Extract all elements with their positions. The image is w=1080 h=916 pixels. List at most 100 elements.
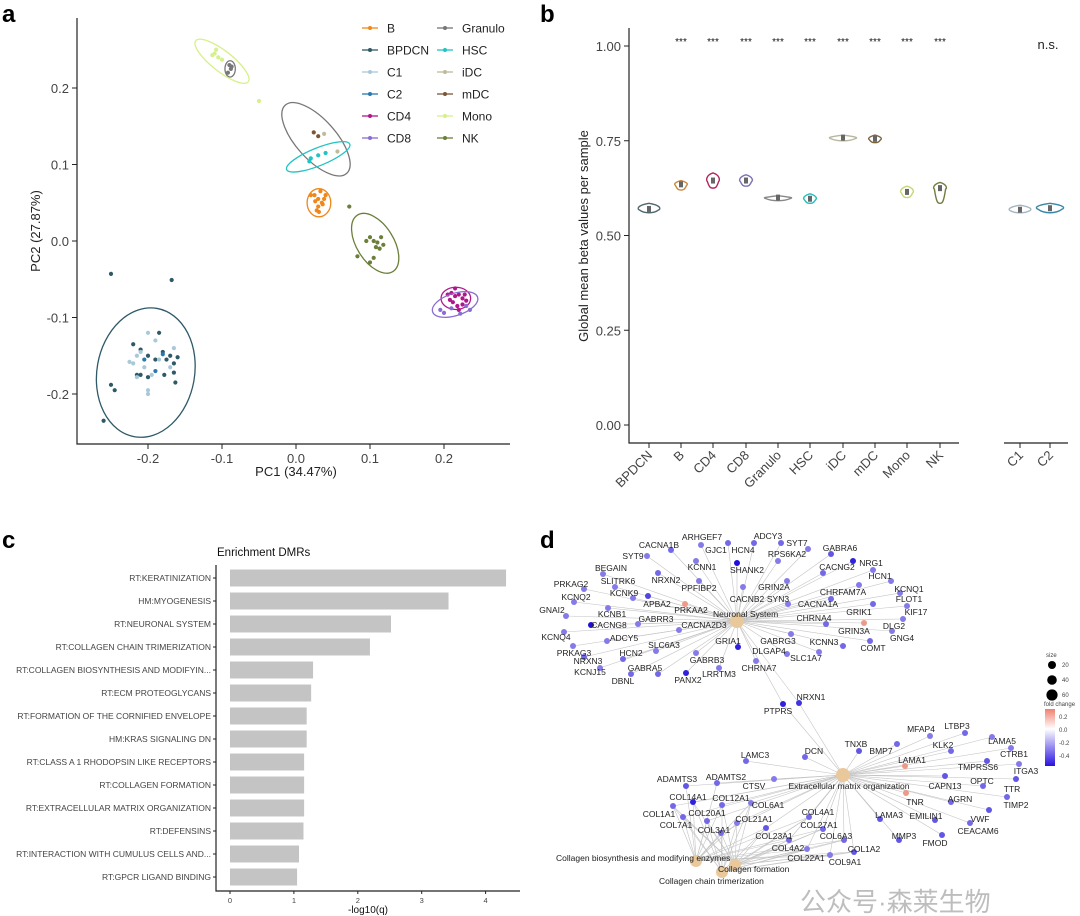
gene-node-gabrr3 <box>635 621 641 627</box>
point-bpdcn <box>164 357 169 362</box>
violin-nk <box>933 181 947 204</box>
edge-comt <box>736 620 871 642</box>
x-tick-label: 1 <box>292 896 296 905</box>
edge-mmp3 <box>842 774 900 841</box>
gene-label: COL6A3 <box>820 831 853 841</box>
edge-nrxn1 <box>798 702 844 776</box>
edge-col4a1 <box>695 816 810 862</box>
color-legend-tick: 0.0 <box>1059 728 1068 734</box>
significance-granulo: *** <box>772 37 784 48</box>
gene-node-lamc3 <box>743 758 749 764</box>
gene-node-klk2 <box>948 748 954 754</box>
legend-point-idc <box>443 70 447 74</box>
point-nk <box>347 204 352 209</box>
gene-node-kcnj15 <box>597 665 603 671</box>
gene-label: CEACAM6 <box>957 826 998 836</box>
gene-label: PANX2 <box>674 675 702 685</box>
edge-col6a3 <box>695 839 845 862</box>
gene-node-syt9 <box>644 553 650 559</box>
fold-change-colorbar <box>1045 709 1055 766</box>
gene-label: KCNQ4 <box>541 632 571 642</box>
gene-label: COL27A1 <box>800 820 838 830</box>
gene-node-lama5 <box>989 734 995 740</box>
edge-ctsv <box>773 774 844 780</box>
gene-label: SLITRK6 <box>601 576 636 586</box>
point-idc <box>335 149 340 154</box>
category-label: RT:INTERACTION WITH CUMULUS CELLS AND... <box>16 849 211 859</box>
y-tick-label: 0.0 <box>51 234 69 249</box>
gene-label: LAMA1 <box>898 755 926 765</box>
point-c2 <box>142 357 147 362</box>
edge-nrxn3 <box>583 620 738 658</box>
box-cd8 <box>744 177 748 184</box>
point-bpdcn <box>138 372 143 377</box>
point-b <box>313 199 318 204</box>
edge-lama5 <box>842 736 993 776</box>
enrichment-title: Enrichment DMRs <box>217 547 311 559</box>
point-c1 <box>145 330 151 335</box>
gene-label: CACNB2 <box>730 594 765 604</box>
gene-node-kcnn1 <box>693 558 699 564</box>
gene-label: GRIA1 <box>715 636 741 646</box>
edge-rps6ka2 <box>736 560 779 622</box>
edge-nrxn1 <box>736 620 800 704</box>
gene-node-rps6ka2 <box>775 558 781 564</box>
significance-b: *** <box>675 37 687 48</box>
point-b <box>322 196 327 202</box>
enrichment-bar-chart: Enrichment DMRs -log10(q) 0 1 2 3 4 RT:KERATI… <box>16 547 520 916</box>
legend-label-bpdcn: BPDCN <box>387 44 429 58</box>
gene-label: CHRNA7 <box>742 663 777 673</box>
size-legend-value: 20 <box>1062 663 1069 669</box>
edge-lrrtm3 <box>718 620 738 669</box>
legend-point-b <box>368 26 372 30</box>
legend-label-c1: C1 <box>387 66 403 80</box>
point-b <box>316 209 322 215</box>
gene-node-mmp3 <box>896 837 902 843</box>
edge-col3a1 <box>720 774 844 834</box>
point-c1 <box>145 388 151 393</box>
y-tick-label: -0.2 <box>47 387 69 402</box>
edge-kcnq4 <box>563 620 738 633</box>
gene-node-gjc1 <box>725 540 731 546</box>
point-nk <box>371 238 376 244</box>
y-tick-label: -0.1 <box>47 311 69 326</box>
gene-node-col7a1 <box>680 814 686 820</box>
box-mono <box>905 188 909 195</box>
gene-label: PTPRS <box>764 706 793 716</box>
violin-plot: Global mean beta values per sample n.s. … <box>576 28 1068 491</box>
gene-node-col6a1 <box>748 800 754 806</box>
panel-label-b: b <box>540 1 555 28</box>
gene-node-chrna7 <box>753 658 759 664</box>
panel-label-d: d <box>540 527 555 554</box>
legend-label-cd8: CD8 <box>387 132 411 146</box>
gene-node-grin3a <box>861 620 867 626</box>
gene-node-kcnq4 <box>561 629 567 635</box>
gene-node-gnai2 <box>563 613 569 619</box>
point-c1 <box>142 365 147 370</box>
gene-label: NRG1 <box>859 558 883 568</box>
edge-gnai2 <box>565 615 738 622</box>
box-mdc <box>873 135 877 142</box>
x-tick-label: 0.0 <box>287 451 305 466</box>
gene-label: DCN <box>805 746 823 756</box>
x-tick-label-c2: C2 <box>1034 448 1056 470</box>
category-label: HM:MYOGENESIS <box>138 596 211 606</box>
gene-label: HCN1 <box>868 571 891 581</box>
point-cd8 <box>464 303 469 309</box>
category-label: HM:KRAS SIGNALING DN <box>109 734 211 744</box>
edge-col4a2 <box>788 774 844 841</box>
pca-scatter-plot: PC1 (34.47%) PC2 (27.87%) -0.2 -0.1 0.0 0.1… <box>28 18 510 479</box>
point-c1 <box>153 338 158 343</box>
y-tick-label: 0.1 <box>51 158 69 173</box>
point-c1 <box>149 372 154 377</box>
legend-label-mono: Mono <box>462 110 492 124</box>
gene-node-grin2a <box>784 578 790 584</box>
gene-node-nrxn2 <box>655 570 661 576</box>
gene-label: GRIN2A <box>758 582 790 592</box>
edge-dbnl <box>630 620 738 675</box>
edge-nrxn2 <box>657 572 738 622</box>
gene-label: MMP3 <box>892 831 917 841</box>
gene-label: GJC1 <box>705 545 727 555</box>
